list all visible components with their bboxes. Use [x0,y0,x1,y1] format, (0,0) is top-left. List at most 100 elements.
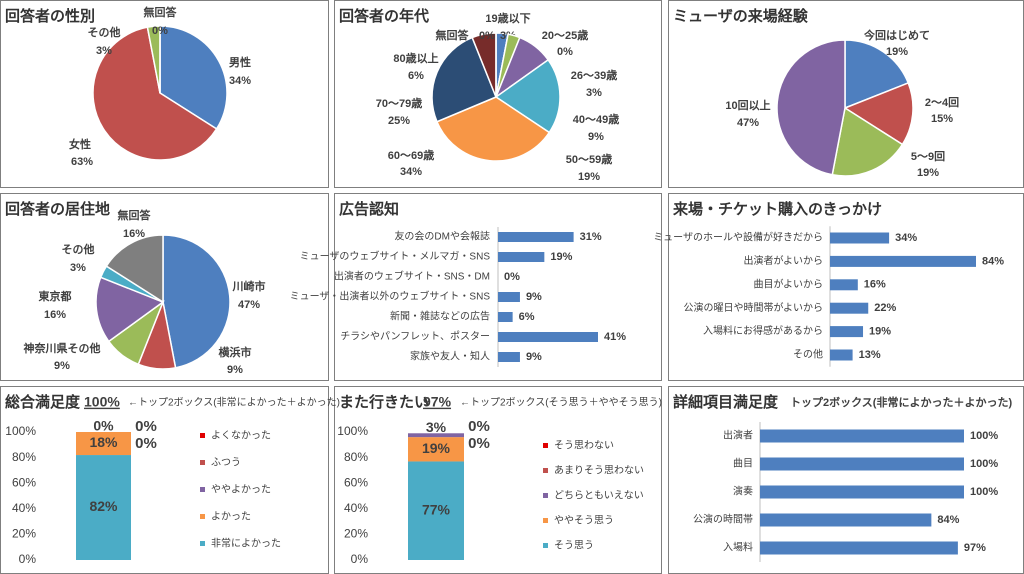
y-tick-label: 20% [12,527,36,541]
chart-title: ミューザの来場経験 [673,7,809,25]
y-tick-label: 0% [19,552,37,566]
value-label: 41% [604,331,626,343]
value-label: 0% [93,418,114,434]
chart-title: 回答者の年代 [339,7,429,25]
category-label: 演奏 [733,485,753,498]
bar [498,312,513,322]
slice-label: 無回答 [144,5,178,19]
category-label: 曲目がよいから [754,277,824,290]
slice-label: 70～79歳 [376,96,422,110]
value-label: 100% [970,458,998,470]
value-label: 0% [504,271,520,283]
slice-label: 女性 [69,137,91,151]
legend-label: よかった [211,511,251,523]
category-label: チラシやパンフレット、ポスター [340,331,490,343]
subtitle: トップ2ボックス(非常によかった＋よかった) [790,395,1012,409]
value-label: 0% [135,418,157,435]
value-label: 0% [468,435,490,452]
y-tick-label: 20% [344,527,368,541]
category-label: その他 [793,348,823,361]
annotation: ←トップ2ボックス(そう思う＋ややそう思う) [460,397,662,409]
legend-label: ややそう思う [554,515,614,527]
slice-value: 9% [54,360,70,372]
bar-segment [76,432,131,456]
legend-marker [200,433,205,438]
value-label: 18% [89,434,118,450]
category-label: 曲目 [733,458,753,470]
bar [830,302,869,314]
legend-label: ややよかった [211,484,271,496]
y-tick-label: 80% [12,450,36,464]
pie-slice [162,234,231,369]
slice-label: 19歳以下 [485,11,530,25]
y-tick-label: 60% [12,475,36,489]
category-label: ミューザのウェブサイト・メルマガ・SNS [300,250,491,263]
slice-value: 9% [588,131,604,143]
slice-value: 34% [229,75,251,87]
legend-marker [200,460,205,465]
legend-marker [543,493,548,498]
value-label: 9% [526,291,542,303]
pie-slice [105,234,164,304]
slice-label: 川崎市 [232,279,266,293]
bar [760,457,964,471]
slice-value: 25% [388,115,410,127]
pie-slice [844,39,910,110]
panel [0,193,329,381]
category-label: 公演の時間帯 [693,513,753,526]
bar-segment [408,461,464,560]
value-label: 0% [135,435,157,452]
value-label: 13% [859,349,881,361]
value-label: 31% [580,231,602,243]
pie-slice [92,26,218,161]
pie-slice [843,81,914,146]
legend-marker [200,487,205,492]
value-label: 82% [89,498,118,514]
bar [760,513,932,527]
slice-label: 20～25歳 [542,28,588,42]
pie-slice [831,106,904,177]
value-label: 3% [426,419,447,435]
slice-value: 9% [227,364,243,376]
y-tick-label: 80% [344,450,368,464]
y-tick-label: 0% [351,552,369,566]
pie-slice [494,58,561,134]
bar-segment [408,433,464,438]
legend-label: ふつう [211,457,241,469]
legend-label: そう思う [554,540,594,552]
chart-title: また行きたい [339,393,429,411]
value-label: 97% [964,542,986,554]
y-tick-label: 60% [344,475,368,489]
slice-label: 無回答 [118,208,152,222]
bar [830,255,976,267]
legend-label: あまりそう思わない [554,465,644,477]
value-label: 0% [468,418,490,435]
value-label: 6% [519,311,535,323]
y-tick-label: 100% [337,424,368,438]
legend-label: 非常によかった [211,537,281,550]
bar [830,349,853,361]
slice-label: 5～9回 [911,149,945,163]
value-label: 19% [550,251,572,263]
pie-slice [435,96,551,162]
legend-label: どちらともいえない [554,490,644,502]
slice-value: 6% [408,70,424,82]
slice-value: 3% [96,45,112,57]
panel [334,193,662,381]
bar [830,232,890,244]
slice-value: 3% [586,87,602,99]
bar [830,279,858,291]
slice-label: 東京都 [39,289,72,303]
slice-label: 40～49歳 [573,112,619,126]
slice-label: その他 [88,25,121,39]
slice-label: 50～59歳 [566,152,612,166]
bar [760,541,958,555]
y-tick-label: 40% [12,501,36,515]
slice-label: 10回以上 [725,98,770,112]
slice-label: その他 [62,242,95,256]
value-label: 19% [422,440,451,456]
category-label: 入場料 [723,541,753,554]
y-tick-label: 100% [5,424,36,438]
slice-value: 0% [479,30,495,42]
